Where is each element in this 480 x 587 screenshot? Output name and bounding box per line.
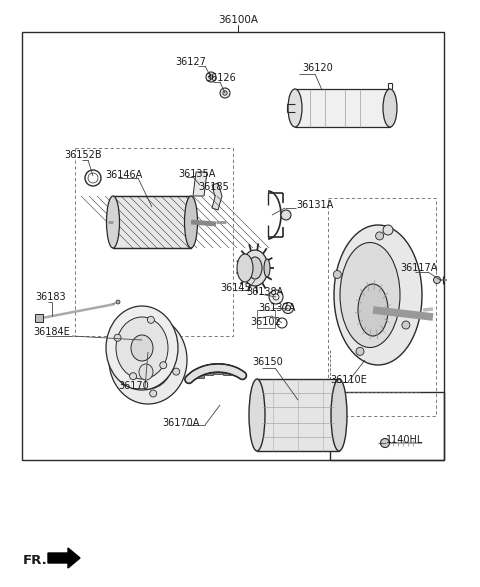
Circle shape — [283, 302, 293, 313]
Text: 36152B: 36152B — [64, 150, 102, 160]
Text: 36170: 36170 — [118, 381, 149, 391]
Ellipse shape — [131, 335, 153, 361]
Ellipse shape — [143, 354, 153, 366]
Text: 36150: 36150 — [252, 357, 283, 367]
Text: 36137A: 36137A — [258, 303, 295, 313]
Ellipse shape — [107, 196, 120, 248]
Circle shape — [160, 362, 167, 369]
Text: 36184E: 36184E — [33, 327, 70, 337]
Ellipse shape — [237, 254, 253, 282]
Bar — [330, 392, 444, 460]
Text: 36185: 36185 — [198, 182, 229, 192]
Text: FR.: FR. — [23, 554, 48, 566]
Bar — [113, 196, 191, 248]
Ellipse shape — [358, 284, 388, 336]
Bar — [257, 379, 339, 451]
Circle shape — [220, 88, 230, 98]
Text: 36102: 36102 — [250, 317, 281, 327]
Circle shape — [356, 348, 364, 355]
Polygon shape — [223, 367, 231, 375]
Bar — [328, 198, 436, 416]
Circle shape — [150, 390, 156, 397]
Ellipse shape — [137, 347, 159, 373]
Polygon shape — [193, 172, 207, 196]
Polygon shape — [214, 366, 222, 374]
Ellipse shape — [123, 331, 173, 389]
Circle shape — [116, 345, 123, 352]
Circle shape — [168, 335, 175, 342]
Ellipse shape — [106, 306, 178, 390]
Circle shape — [381, 438, 389, 447]
Polygon shape — [204, 367, 213, 375]
Polygon shape — [196, 370, 204, 378]
Text: 36126: 36126 — [205, 73, 236, 83]
Bar — [75, 148, 233, 336]
Text: 36138A: 36138A — [246, 287, 283, 297]
Ellipse shape — [288, 89, 302, 127]
Text: 36117A: 36117A — [400, 263, 437, 273]
Bar — [35, 314, 43, 322]
Circle shape — [281, 210, 291, 220]
Text: 36127: 36127 — [175, 57, 206, 67]
Circle shape — [402, 321, 410, 329]
Text: 36100A: 36100A — [218, 15, 258, 25]
Circle shape — [173, 368, 180, 375]
Circle shape — [114, 334, 121, 341]
Ellipse shape — [331, 379, 347, 451]
Text: 36110E: 36110E — [330, 375, 367, 385]
Text: 36170A: 36170A — [162, 418, 199, 428]
Bar — [257, 310, 275, 328]
Bar — [295, 89, 390, 127]
Ellipse shape — [248, 257, 262, 279]
Bar — [113, 196, 191, 248]
Circle shape — [333, 271, 341, 278]
Ellipse shape — [340, 242, 400, 348]
Circle shape — [130, 373, 137, 380]
Circle shape — [116, 300, 120, 304]
Ellipse shape — [242, 250, 268, 286]
Ellipse shape — [184, 196, 197, 248]
Text: 36120: 36120 — [302, 63, 333, 73]
Ellipse shape — [139, 364, 153, 380]
Circle shape — [269, 290, 283, 304]
Polygon shape — [212, 183, 222, 210]
Text: 36183: 36183 — [35, 292, 66, 302]
Circle shape — [139, 323, 146, 330]
Ellipse shape — [383, 89, 397, 127]
Circle shape — [206, 72, 216, 82]
Ellipse shape — [249, 379, 265, 451]
Ellipse shape — [264, 259, 270, 277]
Text: 36135A: 36135A — [178, 169, 216, 179]
Circle shape — [121, 379, 129, 385]
Text: 36145: 36145 — [220, 283, 251, 293]
Circle shape — [209, 75, 213, 79]
Circle shape — [223, 91, 227, 95]
Text: 36146A: 36146A — [105, 170, 142, 180]
Polygon shape — [48, 548, 80, 568]
Text: 36131A: 36131A — [296, 200, 333, 210]
Ellipse shape — [109, 316, 187, 404]
Circle shape — [147, 316, 155, 323]
Ellipse shape — [334, 225, 422, 365]
Ellipse shape — [116, 317, 168, 379]
Text: 1140HL: 1140HL — [386, 435, 423, 445]
Circle shape — [433, 276, 441, 284]
Circle shape — [375, 232, 384, 240]
Bar — [22, 32, 444, 460]
Circle shape — [383, 225, 393, 235]
